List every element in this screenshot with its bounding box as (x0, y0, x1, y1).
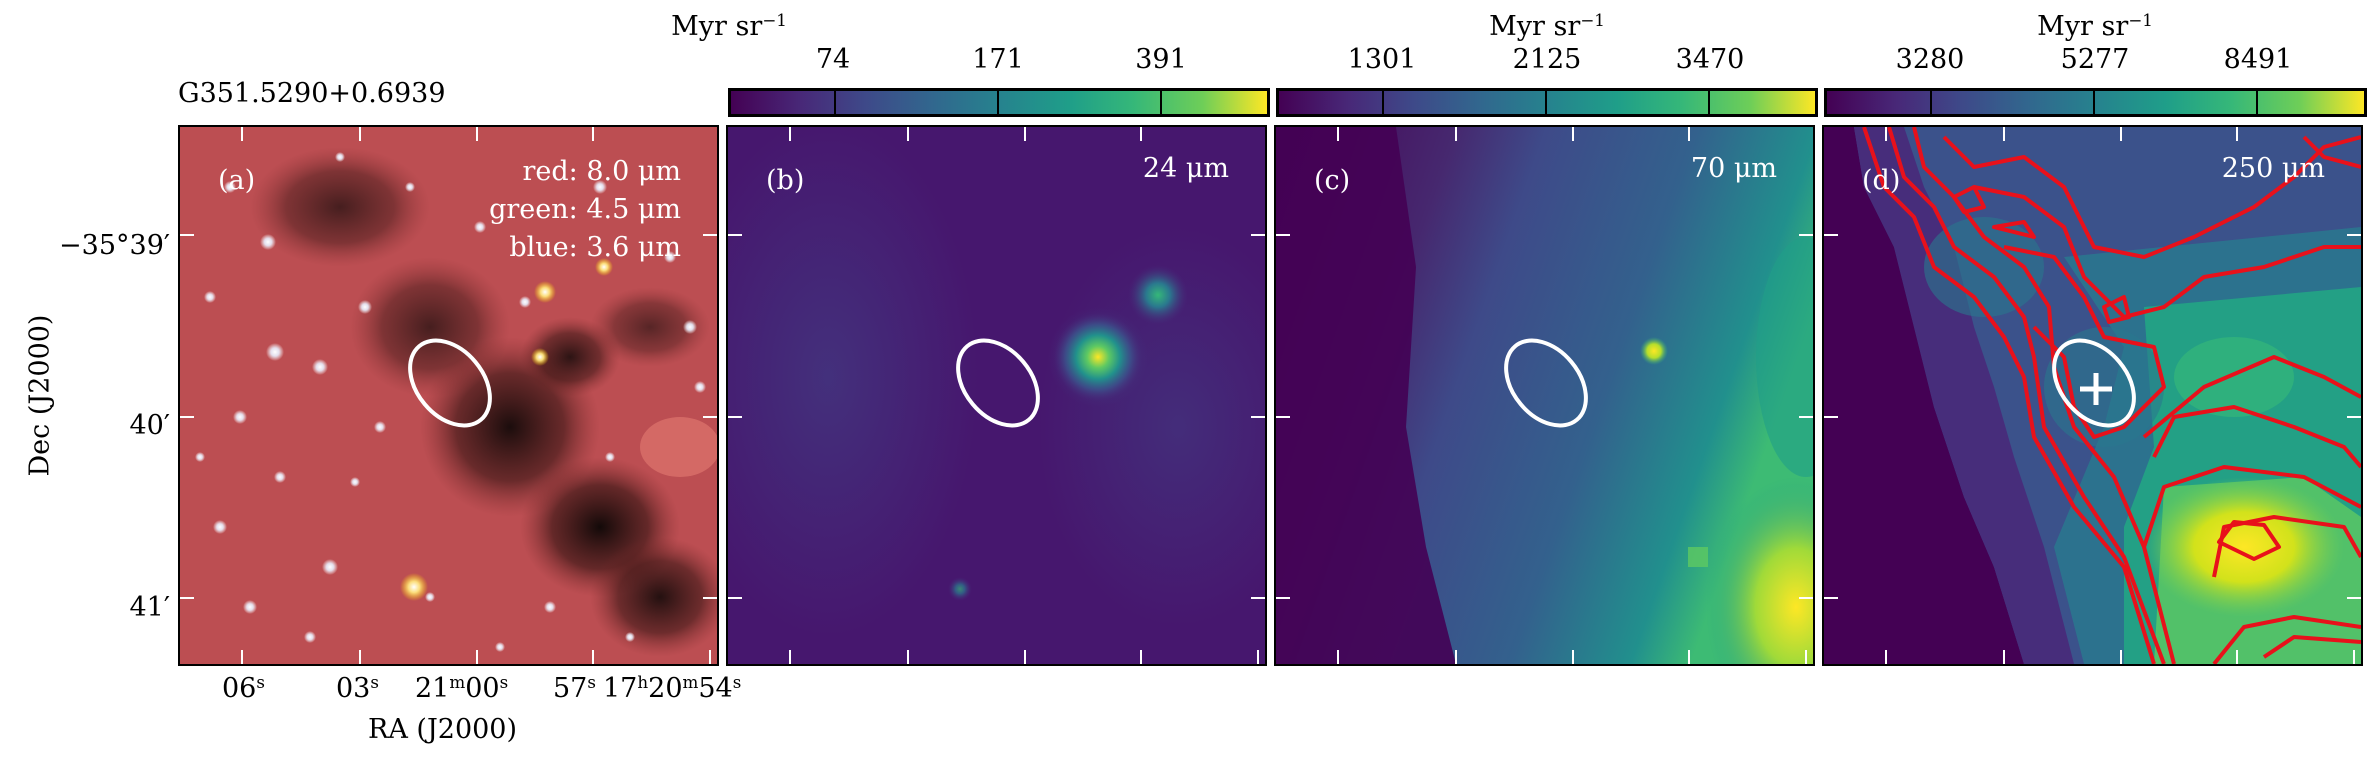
panel-band-label: 24 μm (1142, 153, 1229, 184)
colorbar-tick: 8491 (2223, 44, 2293, 75)
x-tick-label: 57s (553, 672, 596, 705)
legend-red: red: 8.0 μm (522, 156, 681, 187)
source-title: G351.5290+0.6939 (178, 78, 446, 109)
panel-tag: (d) (1862, 165, 1901, 196)
x-tick-label: 17h20m54s (603, 672, 742, 705)
x-tick-label: 21m00s (415, 672, 509, 705)
panel-a-legend: red: 8.0 μm green: 4.5 μm blue: 3.6 μm (489, 153, 681, 267)
colorbar-c (1276, 88, 1818, 117)
colorbar-tick: 171 (972, 44, 1024, 75)
cross-marker-icon (2080, 373, 2112, 405)
panel-tag: (c) (1314, 165, 1351, 196)
colorbar-tick: 1301 (1347, 44, 1417, 75)
panel-band-label: 70 μm (1690, 153, 1777, 184)
panel-a-rgb-image: (a) red: 8.0 μm green: 4.5 μm blue: 3.6 … (178, 125, 719, 666)
colorbar-b (728, 88, 1270, 117)
y-axis-label: Dec (J2000) (24, 314, 56, 477)
colorbar-d (1824, 88, 2367, 117)
panel-d-250um-image: (d) 250 μm (1822, 125, 2363, 666)
legend-blue: blue: 3.6 μm (509, 232, 681, 263)
y-tick-label: 40′ (129, 410, 171, 441)
panel-tag: (a) (218, 165, 256, 196)
colorbar-label-c: Myr sr−1 (1489, 10, 1605, 43)
x-axis-label: RA (J2000) (368, 714, 518, 745)
x-tick-label: 03s (336, 672, 379, 705)
x-tick-label: 06s (222, 672, 265, 705)
colorbar-tick: 391 (1135, 44, 1187, 75)
colorbar-tick: 5277 (2060, 44, 2130, 75)
colorbar-tick: 2125 (1512, 44, 1582, 75)
colorbar-label-b: Myr sr−1 (671, 10, 787, 43)
panel-b-24um-image: (b) 24 μm (726, 125, 1267, 666)
panel-c-70um-image: (c) 70 μm (1274, 125, 1815, 666)
colorbar-label-d: Myr sr−1 (2037, 10, 2153, 43)
panel-band-label: 250 μm (2221, 153, 2325, 184)
legend-green: green: 4.5 μm (489, 194, 681, 225)
colorbar-tick: 3470 (1675, 44, 1745, 75)
colorbar-tick: 74 (815, 44, 851, 75)
y-tick-label: −35°39′ (59, 230, 170, 261)
colorbar-tick: 3280 (1895, 44, 1965, 75)
y-tick-label: 41′ (129, 592, 171, 623)
panel-tag: (b) (766, 165, 805, 196)
